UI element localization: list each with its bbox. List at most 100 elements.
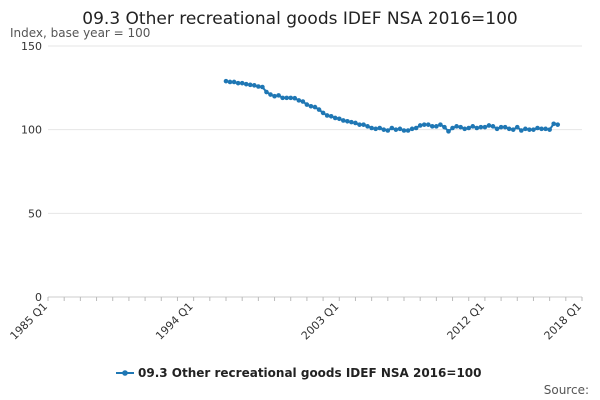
y-tick-label: 0 — [35, 291, 42, 304]
data-point — [397, 126, 403, 132]
data-point — [413, 125, 419, 131]
y-tick-label: 100 — [21, 124, 42, 137]
data-point — [365, 124, 370, 129]
data-point — [377, 125, 383, 131]
data-point — [494, 126, 500, 132]
data-point — [421, 122, 427, 127]
data-point — [308, 103, 314, 109]
data-point — [223, 78, 229, 84]
y-axis-label: Index, base year = 100 — [10, 26, 150, 40]
data-point — [385, 128, 391, 133]
data-point — [292, 95, 298, 101]
data-point — [357, 122, 362, 127]
data-point — [345, 119, 350, 124]
series-line — [225, 80, 558, 133]
data-point — [324, 113, 330, 118]
data-point — [478, 124, 484, 130]
data-point — [316, 107, 322, 112]
data-point — [502, 124, 508, 130]
data-point — [514, 124, 520, 130]
y-tick-label: 150 — [21, 40, 42, 53]
x-tick-label: 1994 Q1 — [153, 300, 196, 343]
data-point — [336, 116, 342, 122]
data-point — [231, 79, 237, 85]
data-point — [490, 124, 496, 129]
data-point — [235, 80, 241, 86]
data-point — [446, 129, 451, 134]
data-point — [227, 79, 233, 85]
data-point — [434, 124, 439, 129]
x-tick-label: 2012 Q1 — [444, 300, 487, 343]
chart-title: 09.3 Other recreational goods IDEF NSA 2… — [82, 9, 517, 29]
legend[interactable]: 09.3 Other recreational goods IDEF NSA 2… — [116, 366, 482, 380]
data-point — [361, 122, 366, 127]
data-point — [389, 125, 395, 131]
legend-label: 09.3 Other recreational goods IDEF NSA 2… — [138, 366, 482, 380]
data-point — [523, 126, 528, 132]
data-point — [341, 118, 346, 123]
data-point — [527, 127, 532, 132]
data-point — [450, 125, 455, 131]
data-point — [506, 126, 512, 132]
source-label: Source: — [544, 383, 589, 397]
data-point — [268, 92, 273, 97]
y-axis-ticks: 0 50 100 150 — [21, 40, 42, 304]
data-point — [353, 120, 358, 126]
gridlines — [48, 45, 582, 298]
data-point — [531, 127, 536, 132]
data-point — [243, 81, 249, 87]
data-point — [252, 83, 257, 88]
data-point — [381, 127, 387, 132]
x-tick-label: 2003 Q1 — [299, 300, 342, 343]
data-point — [438, 122, 443, 127]
data-point — [405, 128, 411, 133]
data-point — [264, 89, 269, 95]
data-point — [425, 122, 431, 127]
data-point — [486, 123, 492, 128]
data-point — [276, 93, 281, 98]
data-point — [272, 93, 277, 99]
data-point — [551, 121, 556, 127]
data-point — [300, 99, 306, 104]
data-point — [239, 80, 245, 86]
data-point — [328, 113, 334, 119]
legend-point-marker — [122, 370, 128, 376]
x-tick-label: 2018 Q1 — [542, 300, 585, 343]
data-point — [535, 125, 540, 131]
data-point — [417, 123, 423, 128]
data-point — [349, 119, 354, 125]
data-point — [284, 95, 289, 101]
data-point — [482, 124, 488, 130]
data-point — [498, 124, 504, 130]
data-point — [510, 127, 516, 132]
data-point — [393, 127, 399, 132]
data-point — [296, 98, 302, 103]
data-point — [543, 126, 548, 132]
data-point — [304, 102, 310, 107]
data-point — [288, 95, 294, 101]
data-point — [470, 124, 476, 129]
data-point — [320, 110, 326, 116]
data-point — [369, 125, 374, 131]
data-point — [555, 122, 561, 127]
y-tick-label: 50 — [28, 207, 42, 220]
x-tick-label: 1985 Q1 — [8, 300, 51, 343]
data-point — [539, 126, 544, 132]
data-point — [373, 126, 378, 132]
data-point — [474, 125, 480, 131]
data-point — [466, 125, 472, 131]
data-point — [312, 104, 318, 110]
data-point — [430, 124, 435, 129]
x-axis-ticks: 1985 Q1 1994 Q1 2003 Q1 2012 Q1 2018 Q1 — [8, 297, 585, 343]
data-point — [442, 124, 447, 130]
data-point — [409, 126, 415, 132]
data-point — [547, 127, 552, 132]
series-group — [223, 78, 561, 134]
data-point — [458, 124, 463, 130]
data-point — [247, 82, 253, 88]
data-point — [454, 124, 459, 129]
data-point — [519, 128, 524, 133]
data-point — [332, 115, 338, 121]
data-point — [462, 126, 467, 132]
